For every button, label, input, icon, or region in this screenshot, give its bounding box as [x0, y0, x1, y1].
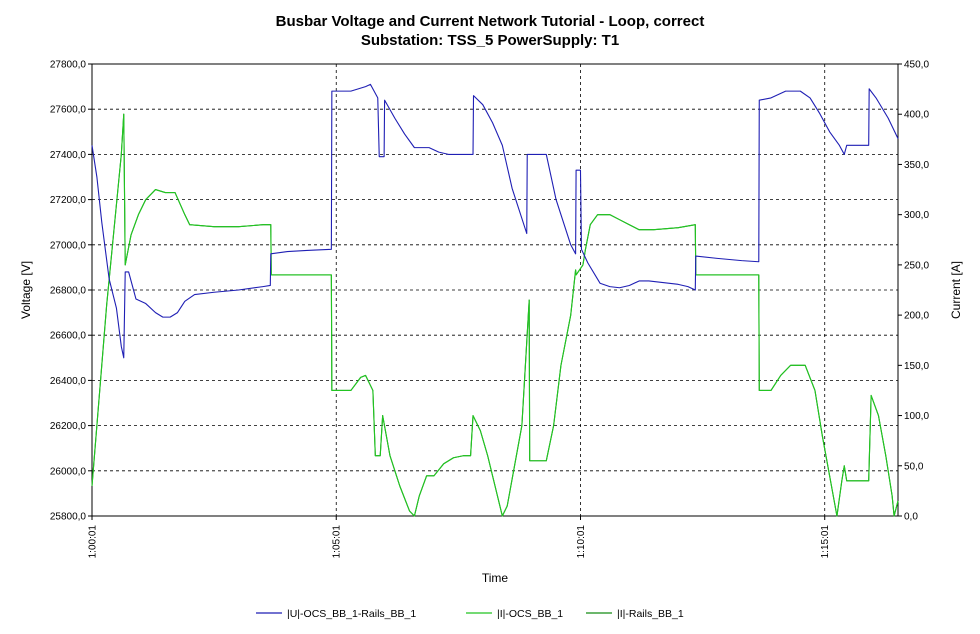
y-right-tick-label: 0,0 [904, 512, 918, 523]
y-right-tick-label: 50,0 [904, 461, 924, 472]
x-axis-label: Time [482, 571, 509, 585]
series-ocs-current-line [91, 113, 899, 517]
x-tick-label: 1:05:01 [332, 525, 343, 559]
y-right-tick-label: 150,0 [904, 361, 929, 372]
legend-label-ocs: |I|-OCS_BB_1 [497, 608, 563, 620]
y-left-tick-label: 26600,0 [50, 331, 87, 342]
legend-label-voltage: |U|-OCS_BB_1-Rails_BB_1 [287, 608, 416, 620]
y-right-tick-label: 250,0 [904, 260, 929, 271]
y-left-tick-label: 25800,0 [50, 512, 87, 523]
legend: |U|-OCS_BB_1-Rails_BB_1 |I|-OCS_BB_1 |I|… [256, 608, 684, 620]
y-right-tick-label: 100,0 [904, 411, 929, 422]
legend-item-voltage: |U|-OCS_BB_1-Rails_BB_1 [256, 608, 416, 620]
legend-item-rails: |I|-Rails_BB_1 [586, 608, 684, 620]
series-rails-current-line [91, 113, 899, 517]
y-left-tick-label: 26400,0 [50, 376, 87, 387]
chart-title: Busbar Voltage and Current Network Tutor… [276, 13, 705, 30]
series-voltage-line [91, 83, 899, 359]
y-left-tick-label: 26000,0 [50, 466, 87, 477]
y-right-tick-label: 300,0 [904, 210, 929, 221]
x-tick-label: 1:15:01 [820, 525, 831, 559]
y-right-tick-label: 400,0 [904, 110, 929, 121]
y-left-tick-label: 26200,0 [50, 421, 87, 432]
y-right-tick-label: 200,0 [904, 311, 929, 322]
y-left-tick-label: 27400,0 [50, 150, 87, 161]
y-right-tick-label: 350,0 [904, 160, 929, 171]
grid-lines [92, 64, 898, 516]
chart-subtitle: Substation: TSS_5 PowerSupply: T1 [361, 32, 619, 49]
x-axis-ticks: 1:00:01 1:05:01 1:10:01 1:15:01 [88, 516, 831, 559]
y-left-tick-label: 27800,0 [50, 60, 87, 71]
x-tick-label: 1:00:01 [88, 525, 99, 559]
series-layer [91, 83, 899, 517]
y-axis-left-label: Voltage [V] [19, 261, 33, 319]
y-left-tick-label: 27200,0 [50, 195, 87, 206]
legend-item-ocs: |I|-OCS_BB_1 [466, 608, 563, 620]
y-left-tick-label: 26800,0 [50, 286, 87, 297]
legend-label-rails: |I|-Rails_BB_1 [617, 608, 684, 620]
x-tick-label: 1:10:01 [576, 525, 587, 559]
y-left-tick-label: 27000,0 [50, 240, 87, 251]
left-axis-ticks: 25800,0 26000,0 26200,0 26400,0 26600,0 26800… [50, 60, 92, 523]
y-right-tick-label: 450,0 [904, 60, 929, 71]
y-axis-right-label: Current [A] [949, 261, 963, 319]
right-axis-ticks: 0,0 50,0 100,0 150,0 200,0 250,0 300,0 350,0 400… [898, 60, 929, 523]
y-left-tick-label: 27600,0 [50, 105, 87, 116]
